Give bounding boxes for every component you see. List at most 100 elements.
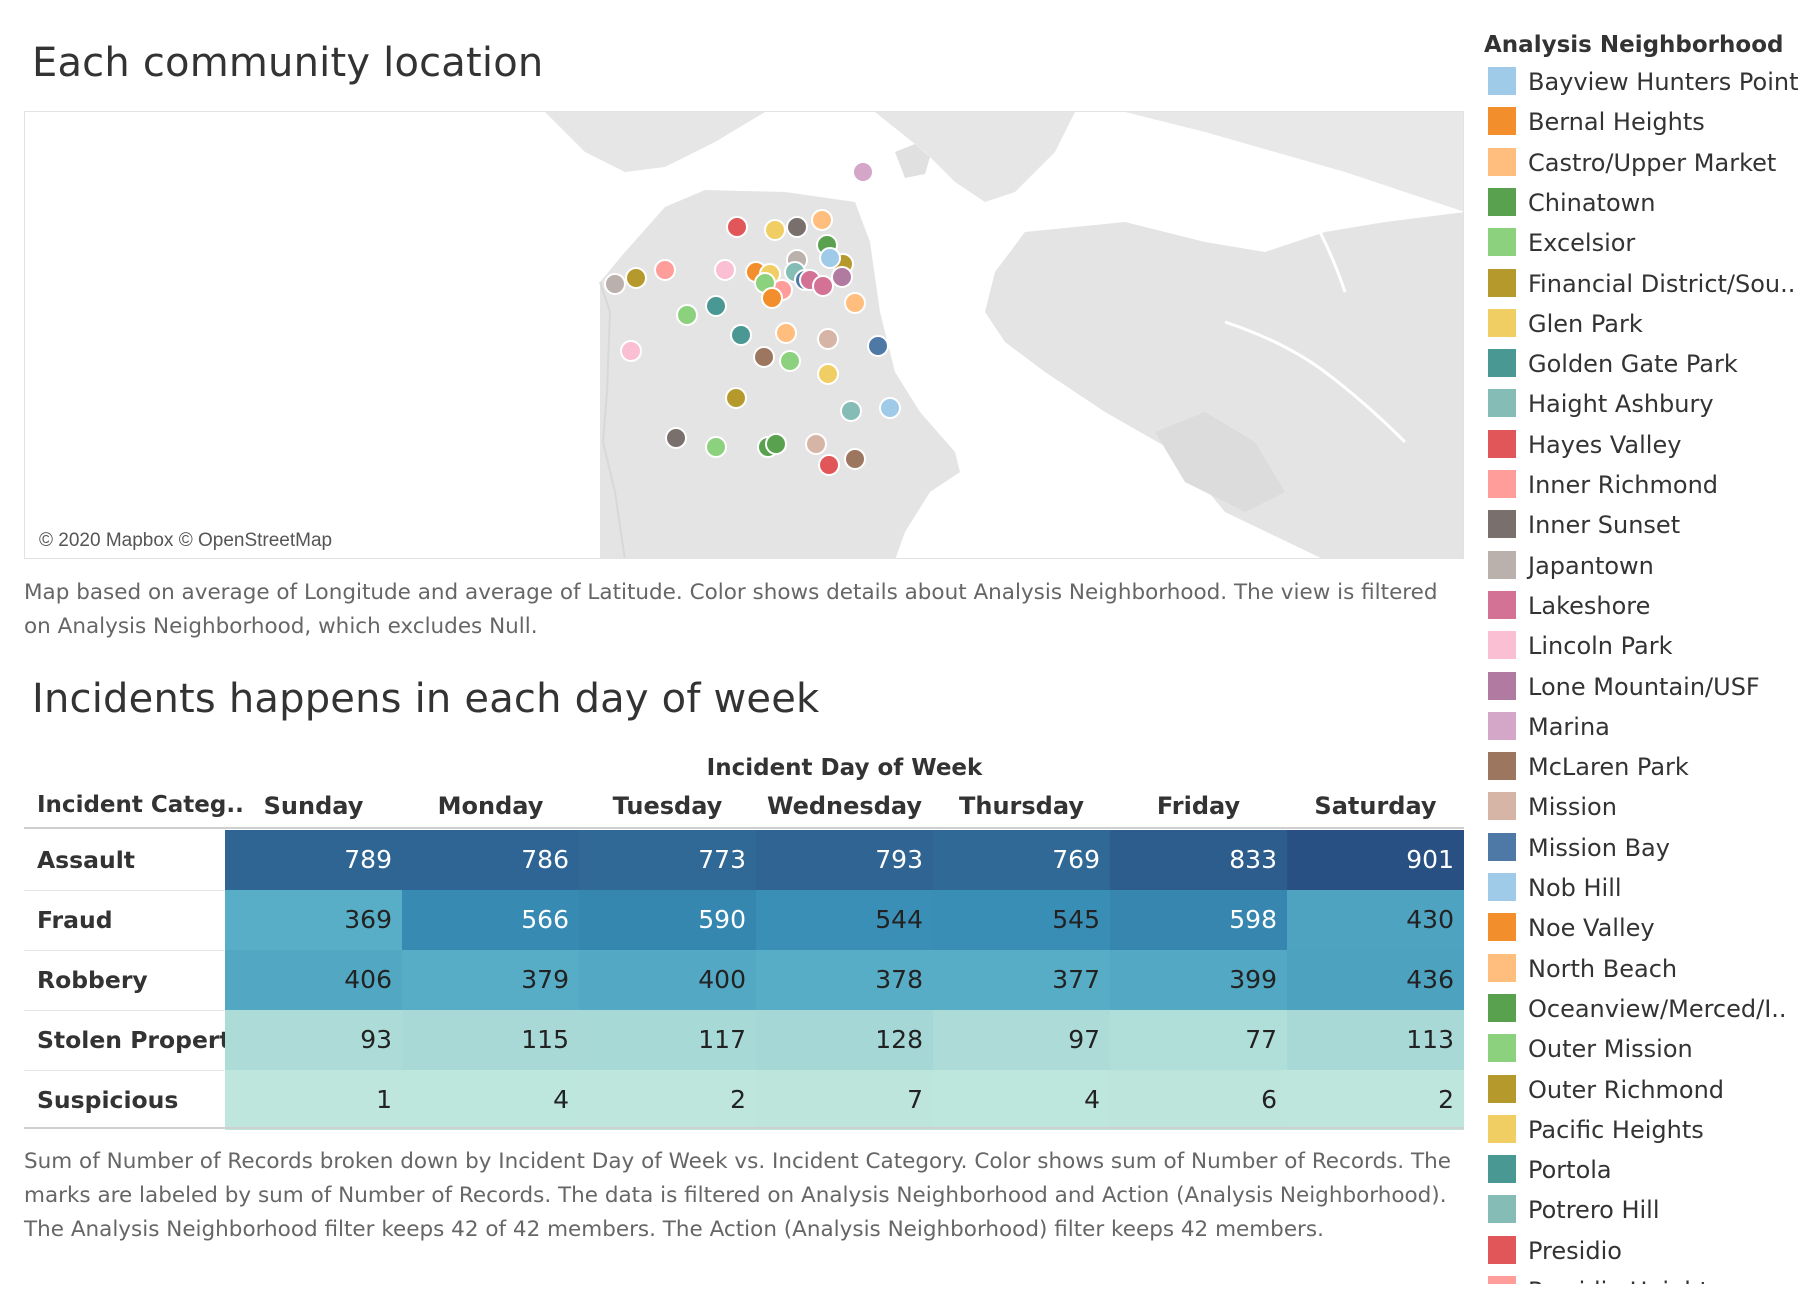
heatmap-cell[interactable]: 369 bbox=[225, 890, 402, 950]
heatmap-cell[interactable]: 833 bbox=[1110, 830, 1287, 890]
column-header-thursday[interactable]: Thursday bbox=[959, 792, 1084, 820]
column-header-monday[interactable]: Monday bbox=[437, 792, 544, 820]
map-point[interactable] bbox=[676, 304, 698, 326]
heatmap-cell[interactable]: 2 bbox=[579, 1070, 756, 1130]
map-point[interactable] bbox=[831, 266, 853, 288]
map-point[interactable] bbox=[625, 267, 647, 289]
heatmap-cell[interactable]: 789 bbox=[225, 830, 402, 890]
heatmap-cell[interactable]: 436 bbox=[1287, 950, 1464, 1010]
map-points[interactable] bbox=[604, 161, 901, 476]
heatmap-cell[interactable]: 793 bbox=[756, 830, 933, 890]
map-point[interactable] bbox=[725, 387, 747, 409]
map-point[interactable] bbox=[714, 259, 736, 281]
row-label[interactable]: Assault bbox=[37, 846, 136, 874]
heatmap-cell[interactable]: 598 bbox=[1110, 890, 1287, 950]
heatmap-cell[interactable]: 113 bbox=[1287, 1010, 1464, 1070]
map-point[interactable] bbox=[775, 322, 797, 344]
map-point[interactable] bbox=[844, 292, 866, 314]
column-header-sunday[interactable]: Sunday bbox=[263, 792, 364, 820]
heatmap-cell[interactable]: 399 bbox=[1110, 950, 1287, 1010]
column-header-saturday[interactable]: Saturday bbox=[1314, 792, 1437, 820]
column-header-friday[interactable]: Friday bbox=[1156, 792, 1241, 820]
map-point[interactable] bbox=[812, 275, 834, 297]
legend-swatch bbox=[1488, 187, 1516, 216]
map-point[interactable] bbox=[805, 433, 827, 455]
heatmap-cell[interactable]: 378 bbox=[756, 950, 933, 1010]
legend-label: Bayview Hunters Point bbox=[1528, 68, 1799, 96]
row-header-label[interactable]: Incident Categ.. bbox=[37, 792, 244, 818]
heatmap-cell[interactable]: 4 bbox=[402, 1070, 579, 1130]
map-canvas[interactable] bbox=[25, 112, 1464, 559]
heatmap-cell[interactable]: 769 bbox=[933, 830, 1110, 890]
map-point[interactable] bbox=[867, 335, 889, 357]
heatmap-cell[interactable]: 7 bbox=[756, 1070, 933, 1130]
map-attribution[interactable]: © 2020 Mapbox © OpenStreetMap bbox=[39, 530, 333, 551]
map-point[interactable] bbox=[765, 433, 787, 455]
row-label[interactable]: Suspicious bbox=[37, 1086, 179, 1114]
heatmap-cell[interactable]: 377 bbox=[933, 950, 1110, 1010]
neighborhood-legend[interactable]: Bayview Hunters Point Bernal Heights Castr… bbox=[1484, 64, 1800, 1284]
map-point[interactable] bbox=[879, 397, 901, 419]
map-point[interactable] bbox=[811, 209, 833, 231]
map-point[interactable] bbox=[817, 363, 839, 385]
legend-label: Outer Richmond bbox=[1528, 1075, 1725, 1104]
map-point[interactable] bbox=[753, 346, 775, 368]
heatmap-cell[interactable]: 379 bbox=[402, 950, 579, 1010]
map-point[interactable] bbox=[620, 340, 642, 362]
heatmap-cell[interactable]: 544 bbox=[756, 890, 933, 950]
heatmap-cell[interactable]: 77 bbox=[1110, 1010, 1287, 1070]
heatmap-cell[interactable]: 115 bbox=[402, 1010, 579, 1070]
heatmap-cell[interactable]: 566 bbox=[402, 890, 579, 950]
heatmap-cell[interactable]: 117 bbox=[579, 1010, 756, 1070]
heatmap-cell[interactable]: 6 bbox=[1110, 1070, 1287, 1130]
heatmap-cell[interactable]: 901 bbox=[1287, 830, 1464, 890]
map-point[interactable] bbox=[761, 287, 783, 309]
map-point[interactable] bbox=[817, 328, 839, 350]
heatmap-cell[interactable]: 773 bbox=[579, 830, 756, 890]
map-point[interactable] bbox=[840, 400, 862, 422]
map-point[interactable] bbox=[705, 295, 727, 317]
map-point[interactable] bbox=[852, 161, 874, 183]
map-point[interactable] bbox=[604, 273, 626, 295]
legend-label: Haight Ashbury bbox=[1528, 390, 1714, 419]
map-point[interactable] bbox=[818, 454, 840, 476]
heatmap-cell[interactable]: 406 bbox=[225, 950, 402, 1010]
neighborhood-map[interactable]: © 2020 Mapbox © OpenStreetMap bbox=[24, 111, 1464, 559]
heatmap-cell[interactable]: 93 bbox=[225, 1010, 402, 1070]
legend-swatch bbox=[1488, 590, 1516, 619]
legend-label: Outer Mission bbox=[1528, 1035, 1693, 1064]
map-point[interactable] bbox=[705, 436, 727, 458]
column-header-tuesday[interactable]: Tuesday bbox=[612, 792, 723, 820]
map-point[interactable] bbox=[726, 216, 748, 238]
heatmap-cell[interactable]: 4 bbox=[933, 1070, 1110, 1130]
map-point[interactable] bbox=[654, 259, 676, 281]
column-header-wednesday[interactable]: Wednesday bbox=[766, 792, 922, 820]
legend-swatch bbox=[1488, 631, 1516, 660]
legend-swatch bbox=[1488, 147, 1516, 176]
row-label[interactable]: Stolen Property bbox=[37, 1026, 247, 1054]
heatmap-cell[interactable]: 2 bbox=[1287, 1070, 1464, 1130]
map-point[interactable] bbox=[764, 219, 786, 241]
map-point[interactable] bbox=[819, 247, 841, 269]
map-point[interactable] bbox=[786, 216, 808, 238]
legend-label: Hayes Valley bbox=[1528, 430, 1682, 459]
heatmap-cell[interactable]: 545 bbox=[933, 890, 1110, 950]
legend-label: Financial District/Sou.. bbox=[1528, 269, 1796, 298]
legend-swatch bbox=[1488, 389, 1516, 418]
heatmap-cell[interactable]: 400 bbox=[579, 950, 756, 1010]
map-point[interactable] bbox=[779, 350, 801, 372]
row-label[interactable]: Fraud bbox=[37, 906, 113, 934]
map-point[interactable] bbox=[730, 324, 752, 346]
heatmap-cell[interactable]: 97 bbox=[933, 1010, 1110, 1070]
map-point[interactable] bbox=[844, 448, 866, 470]
legend-swatch bbox=[1488, 1074, 1516, 1103]
heatmap-cell[interactable]: 786 bbox=[402, 830, 579, 890]
legend-swatch bbox=[1488, 913, 1516, 942]
heatmap-cell[interactable]: 1 bbox=[225, 1070, 402, 1130]
map-point[interactable] bbox=[665, 427, 687, 449]
legend-label: Mission Bay bbox=[1528, 833, 1670, 862]
heatmap-cell[interactable]: 590 bbox=[579, 890, 756, 950]
heatmap-cell[interactable]: 128 bbox=[756, 1010, 933, 1070]
heatmap-cell[interactable]: 430 bbox=[1287, 890, 1464, 950]
row-label[interactable]: Robbery bbox=[37, 966, 148, 994]
